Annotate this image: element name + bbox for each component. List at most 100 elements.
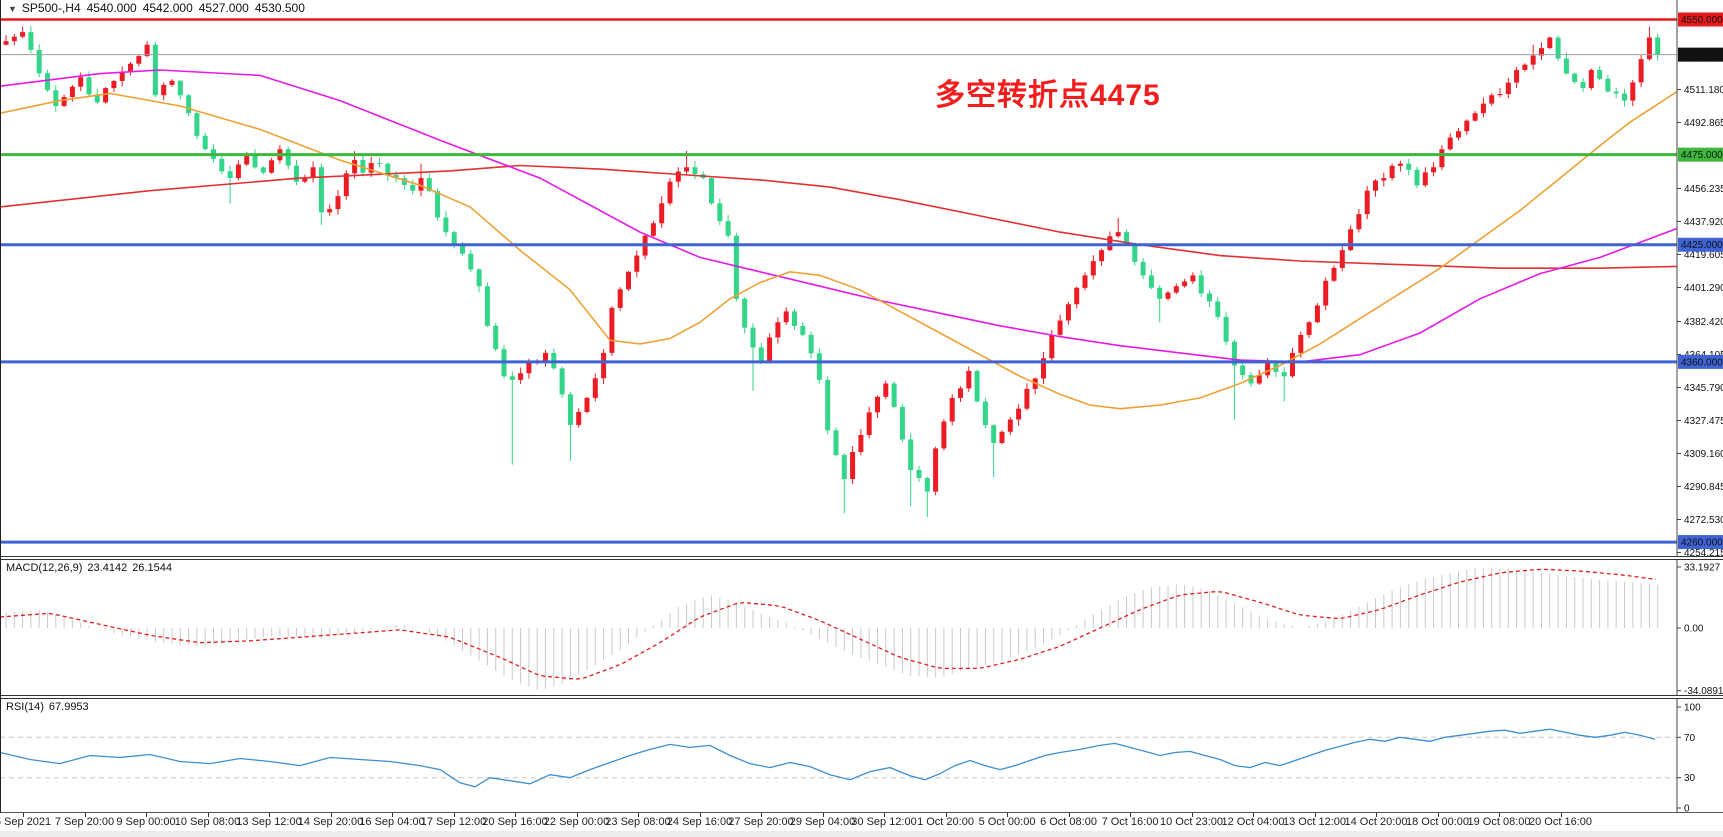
ma-orange bbox=[0, 90, 1677, 410]
time-tick bbox=[392, 813, 393, 817]
price-tick-label: 4309.160 bbox=[1684, 449, 1723, 460]
ohlc-open: 4540.000 bbox=[86, 1, 137, 15]
price-badge-label: 4425.000 bbox=[1681, 240, 1723, 251]
time-tick-label: 6 Sep 2021 bbox=[0, 816, 52, 828]
price-tick-label: 4327.475 bbox=[1684, 416, 1723, 427]
ohlc-low: 4527.000 bbox=[198, 1, 249, 15]
price-badge-label: 4530.500 bbox=[1681, 50, 1723, 61]
time-tick-label: 13 Sep 12:00 bbox=[236, 816, 302, 828]
symbol-dropdown-arrow[interactable]: ▼ bbox=[8, 4, 17, 14]
rsi-tick-label: 70 bbox=[1684, 733, 1696, 744]
rsi-panel[interactable]: 100 70 30 0 bbox=[0, 699, 1723, 812]
time-tick bbox=[23, 813, 24, 817]
time-tick-label: 12 Oct 04:00 bbox=[1221, 816, 1285, 828]
annotation-text: 多空转折点4475 bbox=[935, 79, 1161, 112]
price-tick-label: 4345.790 bbox=[1684, 383, 1723, 394]
time-tick bbox=[822, 813, 824, 817]
price-tick-label: 4511.180 bbox=[1684, 85, 1723, 96]
price-badge bbox=[1678, 237, 1723, 252]
price-tick-label: 4437.920 bbox=[1684, 217, 1723, 228]
time-tick bbox=[330, 813, 332, 817]
time-tick bbox=[1499, 813, 1500, 817]
price-tick-label: 4401.290 bbox=[1684, 283, 1723, 294]
time-tick-label: 29 Sep 04:00 bbox=[789, 816, 856, 828]
price-tick-label: 4290.845 bbox=[1684, 482, 1723, 493]
ohlc-high: 4542.000 bbox=[142, 1, 193, 15]
panel-separator[interactable] bbox=[0, 556, 1723, 557]
ma-magenta bbox=[0, 69, 1677, 363]
chart-left-border bbox=[0, 0, 1, 813]
price-badge bbox=[1678, 354, 1723, 369]
time-tick-label: 1 Oct 20:00 bbox=[917, 816, 974, 828]
macd-signal-line bbox=[0, 568, 1657, 680]
panel-separator bbox=[0, 559, 1723, 560]
time-tick bbox=[515, 813, 516, 817]
time-tick bbox=[1376, 813, 1377, 817]
time-tick-label: 30 Sep 12:00 bbox=[851, 816, 917, 828]
price-badge-label: 4360.000 bbox=[1681, 357, 1723, 368]
time-tick bbox=[576, 813, 578, 817]
panel-separator bbox=[0, 698, 1723, 699]
price-chart-panel[interactable]: 4511.180 4492.865 4456.235 4437.920 4419.605… bbox=[0, 0, 1723, 556]
time-tick bbox=[1314, 813, 1316, 817]
time-tick-label: 10 Sep 08:00 bbox=[174, 816, 241, 828]
time-tick-label: 24 Sep 16:00 bbox=[666, 816, 733, 828]
price-tick-label: 4382.420 bbox=[1684, 317, 1723, 328]
time-axis-line bbox=[0, 812, 1723, 813]
time-tick bbox=[269, 813, 270, 817]
time-tick bbox=[699, 813, 701, 817]
time-tick bbox=[146, 813, 147, 817]
time-tick bbox=[884, 813, 885, 817]
macd-label: MACD(12,26,9) 23.4142 26.1544 bbox=[6, 562, 172, 574]
time-tick-label: 14 Sep 20:00 bbox=[297, 816, 364, 828]
time-tick-label: 6 Oct 08:00 bbox=[1040, 816, 1097, 828]
time-tick-label: 5 Oct 00:00 bbox=[978, 816, 1036, 828]
time-tick-label: 17 Sep 12:00 bbox=[420, 816, 487, 828]
time-tick bbox=[84, 813, 86, 817]
price-tick-label: 4272.530 bbox=[1684, 515, 1723, 526]
time-scale[interactable]: 6 Sep 2021 7 Sep 20:00 9 Sep 00:00 10 Sep 0… bbox=[0, 813, 1723, 831]
price-tick-label: 4419.605 bbox=[1684, 250, 1723, 261]
price-badge-label: 4475.000 bbox=[1681, 150, 1723, 161]
time-tick-label: 9 Sep 00:00 bbox=[116, 816, 176, 828]
time-tick bbox=[1068, 813, 1070, 817]
candles bbox=[3, 25, 1661, 517]
time-tick-label: 22 Sep 00:00 bbox=[543, 816, 610, 828]
time-tick bbox=[638, 813, 639, 817]
time-tick-label: 7 Oct 16:00 bbox=[1101, 816, 1159, 828]
time-tick bbox=[207, 813, 209, 817]
time-tick-label: 14 Oct 20:00 bbox=[1344, 816, 1408, 828]
price-badge bbox=[1678, 147, 1723, 162]
panel-separator[interactable] bbox=[0, 695, 1723, 696]
time-tick bbox=[1253, 813, 1254, 817]
time-tick bbox=[1130, 813, 1131, 817]
ohlc-close: 4530.500 bbox=[254, 1, 305, 15]
bottom-strip bbox=[0, 831, 1723, 837]
time-tick bbox=[453, 813, 455, 817]
price-badge bbox=[1678, 47, 1723, 62]
time-tick-label: 20 Sep 16:00 bbox=[482, 816, 548, 828]
price-tick-label: 4254.215 bbox=[1684, 548, 1723, 556]
time-tick-label: 16 Sep 04:00 bbox=[359, 816, 425, 828]
macd-panel[interactable]: 33.1927 0.00 -34.0891 bbox=[0, 560, 1723, 695]
time-tick-label: 13 Oct 12:00 bbox=[1283, 816, 1346, 828]
time-tick bbox=[1437, 813, 1439, 817]
ma-red bbox=[0, 164, 1677, 270]
price-badge bbox=[1678, 535, 1723, 550]
chart-title: ▼ SP500-,H4 4540.000 4542.000 4527.000 4530.5… bbox=[8, 1, 311, 15]
rsi-tick-label: 100 bbox=[1684, 703, 1701, 714]
symbol-period-label: SP500-,H4 bbox=[21, 1, 81, 15]
price-tick-label: 4456.235 bbox=[1684, 184, 1723, 195]
macd-tick-label: 33.1927 bbox=[1684, 562, 1721, 573]
time-tick-label: 20 Oct 16:00 bbox=[1529, 816, 1592, 828]
time-tick-label: 23 Sep 08:00 bbox=[605, 816, 671, 828]
price-tick-label: 4492.865 bbox=[1684, 118, 1723, 129]
time-tick bbox=[761, 813, 762, 817]
rsi-label: RSI(14) 67.9953 bbox=[6, 701, 89, 713]
time-tick bbox=[1191, 813, 1193, 817]
price-badge-label: 4260.000 bbox=[1681, 538, 1723, 549]
time-tick-label: 10 Oct 23:00 bbox=[1160, 816, 1223, 828]
time-tick bbox=[1560, 813, 1562, 817]
time-tick bbox=[1007, 813, 1008, 817]
